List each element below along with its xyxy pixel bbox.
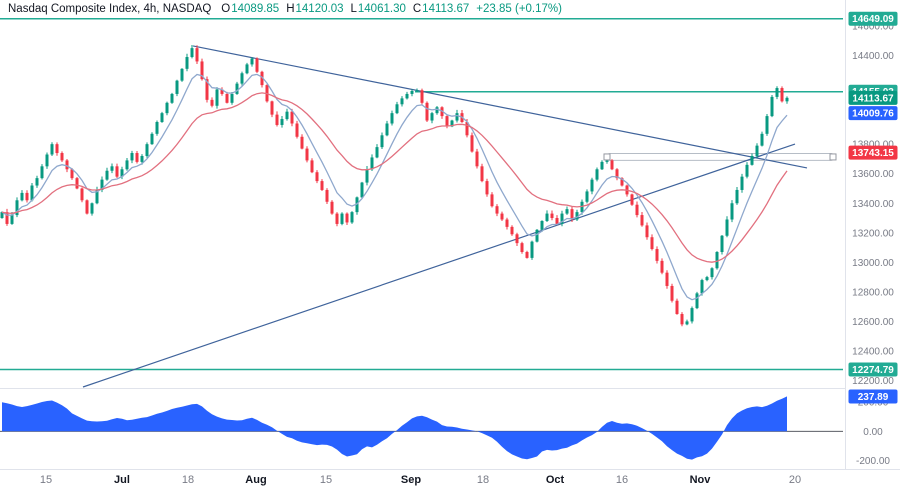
drawing-handle[interactable] xyxy=(829,153,837,161)
svg-text:237.89: 237.89 xyxy=(858,392,889,403)
svg-text:12400.00: 12400.00 xyxy=(852,346,894,357)
svg-text:Nov: Nov xyxy=(690,474,712,486)
svg-text:14649.09: 14649.09 xyxy=(852,14,894,25)
ohlc-open: O14089.85 xyxy=(221,3,280,15)
price-badge xyxy=(848,362,898,377)
ohlc-high: H14120.03 xyxy=(286,3,344,15)
trendline-ascending[interactable] xyxy=(82,143,796,388)
svg-text:14009.76: 14009.76 xyxy=(852,109,894,120)
price-change: +23.85 (+0.17%) xyxy=(476,3,562,15)
candles-layer xyxy=(0,45,789,327)
svg-text:12200.00: 12200.00 xyxy=(852,376,894,387)
price-badge xyxy=(848,389,898,404)
svg-text:14600.00: 14600.00 xyxy=(852,22,894,33)
svg-text:Sep: Sep xyxy=(401,474,421,486)
symbol-title[interactable]: Nasdaq Composite Index, 4h, NASDAQ xyxy=(8,3,212,15)
drawing-handle[interactable] xyxy=(603,153,611,161)
svg-text:18: 18 xyxy=(182,474,194,486)
svg-text:15: 15 xyxy=(320,474,332,486)
svg-text:13200.00: 13200.00 xyxy=(852,228,894,239)
svg-text:16: 16 xyxy=(616,474,628,486)
price-badge xyxy=(848,11,898,26)
svg-text:Jul: Jul xyxy=(114,474,130,486)
svg-text:12800.00: 12800.00 xyxy=(852,287,894,298)
price-range-box[interactable] xyxy=(606,152,835,161)
ma-slow[interactable] xyxy=(1,92,788,263)
time-axis[interactable]: 15 Jul 18 Aug 15 Sep 18 Oct 16 Nov 20 xyxy=(40,474,801,486)
ohlc-close: C14113.67 xyxy=(412,3,470,15)
symbol-legend: Nasdaq Composite Index, 4h, NASDAQ O1408… xyxy=(8,3,562,15)
svg-text:13400.00: 13400.00 xyxy=(852,199,894,210)
svg-text:20: 20 xyxy=(789,474,801,486)
svg-text:13000.00: 13000.00 xyxy=(852,258,894,269)
price-badge xyxy=(848,90,898,105)
svg-text:14400.00: 14400.00 xyxy=(852,51,894,62)
price-badge xyxy=(848,145,898,160)
svg-text:-200.00: -200.00 xyxy=(856,456,890,467)
ohlc-low: L14061.30 xyxy=(350,3,406,15)
svg-text:15: 15 xyxy=(40,474,52,486)
svg-text:18: 18 xyxy=(477,474,489,486)
price-axis[interactable]: 14600.00 14400.00 13800.00 13600.00 13400.00… xyxy=(848,11,898,467)
trendline-descending[interactable] xyxy=(192,45,808,169)
price-badge xyxy=(848,106,898,121)
svg-text:Oct: Oct xyxy=(546,474,565,486)
svg-text:12274.79: 12274.79 xyxy=(852,365,894,376)
svg-text:14113.67: 14113.67 xyxy=(852,93,894,104)
svg-text:13800.00: 13800.00 xyxy=(852,140,894,151)
svg-text:13600.00: 13600.00 xyxy=(852,169,894,180)
svg-text:0.00: 0.00 xyxy=(863,427,883,438)
svg-text:Aug: Aug xyxy=(245,474,266,486)
oscillator-area xyxy=(2,396,787,460)
svg-text:13743.15: 13743.15 xyxy=(852,148,894,159)
ma-fast[interactable] xyxy=(1,73,788,301)
svg-text:12600.00: 12600.00 xyxy=(852,317,894,328)
